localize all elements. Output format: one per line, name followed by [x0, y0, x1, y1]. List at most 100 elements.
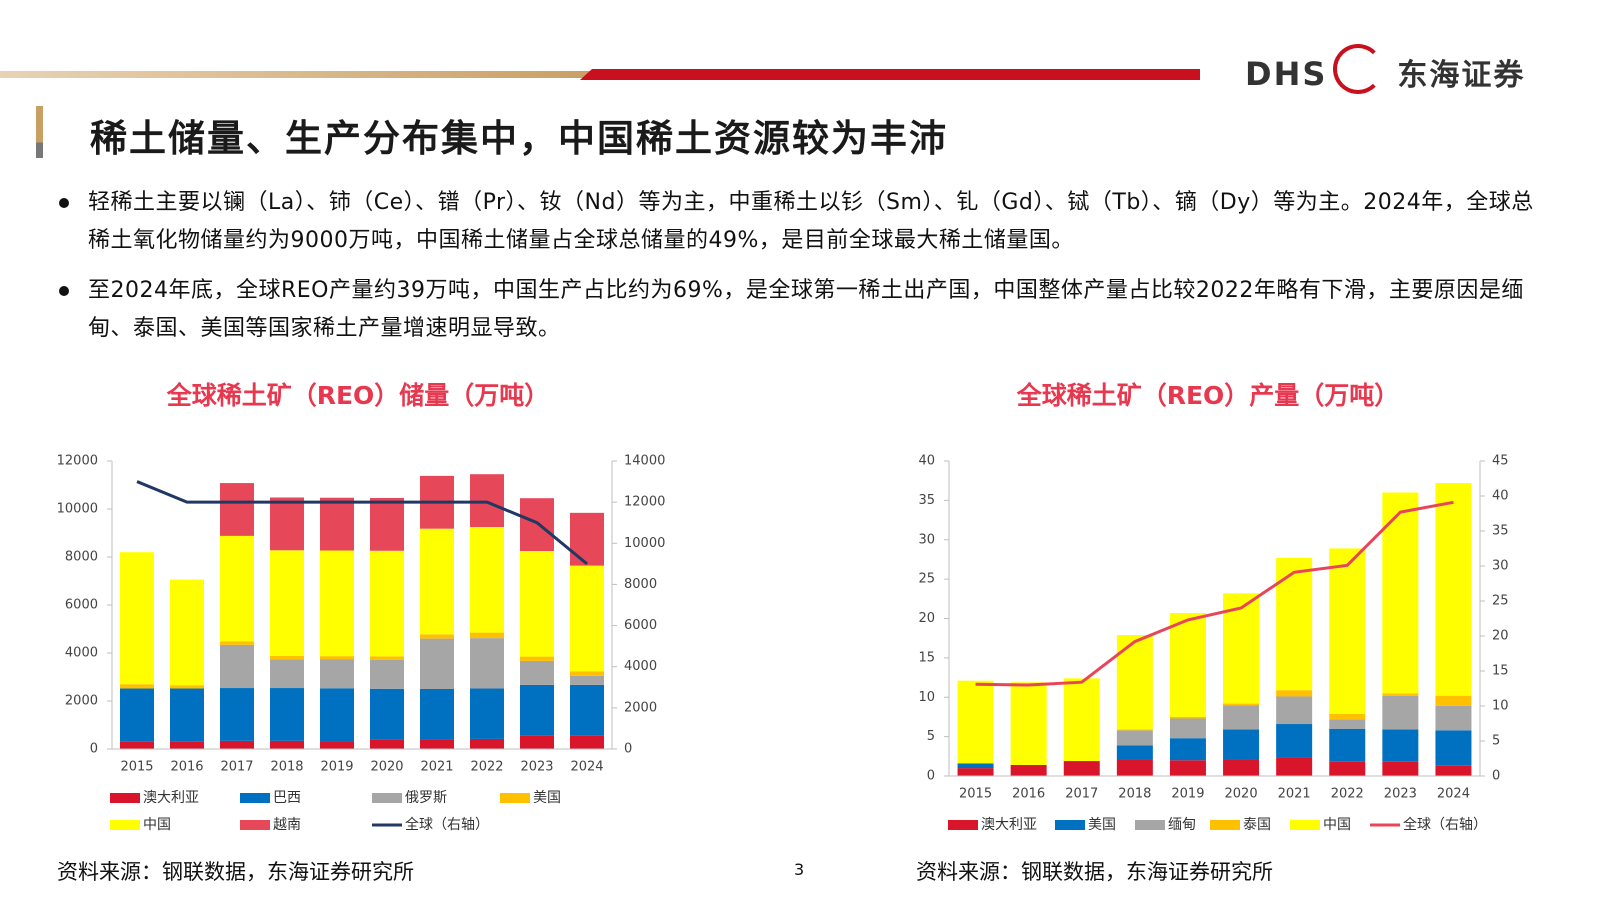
y2-tick-label: 10000 [624, 536, 665, 551]
bullet-list: 轻稀土主要以镧（La）、铈（Ce）、镨（Pr）、钕（Nd）等为主，中重稀土以钐（… [55, 184, 1535, 360]
x-tick-label: 2021 [1278, 787, 1311, 802]
y2-tick-label: 30 [1492, 559, 1509, 574]
y2-tick-label: 12000 [624, 495, 665, 510]
bar-segment [1329, 761, 1366, 776]
bullet: 轻稀土主要以镧（La）、铈（Ce）、镨（Pr）、钕（Nd）等为主，中重稀土以钐（… [55, 184, 1535, 260]
bar-segment [420, 634, 454, 639]
bar-segment [1382, 729, 1419, 762]
bar-segment [420, 638, 454, 689]
y-tick-label: 6000 [65, 598, 98, 613]
bar-segment [1276, 696, 1313, 725]
x-tick-label: 2023 [520, 760, 553, 775]
bar-segment [520, 656, 554, 661]
bar-segment [570, 512, 604, 566]
bar-segment [470, 474, 504, 527]
y2-tick-label: 10 [1492, 699, 1509, 714]
bar-segment [570, 735, 604, 749]
bar-segment [370, 550, 404, 657]
bar-segment [520, 660, 554, 685]
bar-segment [270, 655, 304, 660]
legend-swatch [1290, 820, 1320, 830]
bar-segment [320, 688, 354, 742]
bar-segment [1329, 728, 1366, 762]
x-tick-label: 2018 [270, 760, 303, 775]
y2-tick-label: 2000 [624, 700, 657, 715]
x-tick-label: 2020 [370, 760, 403, 775]
bar-segment [1435, 695, 1472, 706]
y2-tick-label: 35 [1492, 524, 1509, 539]
legend-label: 美国 [1088, 817, 1116, 833]
bar-segment [220, 535, 254, 642]
x-tick-label: 2022 [1331, 787, 1364, 802]
bar-segment [1116, 759, 1153, 776]
bar-segment [1382, 695, 1419, 730]
bar-segment [170, 579, 204, 686]
x-tick-label: 2017 [1065, 787, 1098, 802]
top-bar [0, 71, 600, 78]
y-tick-label: 8000 [65, 550, 98, 565]
company-name: 东海证券 [1397, 58, 1526, 93]
bar-segment [1169, 612, 1206, 717]
bar-segment [320, 741, 354, 749]
x-tick-label: 2019 [1171, 787, 1204, 802]
y-tick-label: 5 [927, 729, 935, 744]
logo-text: DHS [1245, 55, 1328, 93]
bar-segment [1435, 730, 1472, 766]
legend-swatch [1210, 820, 1240, 830]
y2-tick-label: 25 [1492, 594, 1509, 609]
x-tick-label: 2016 [170, 760, 203, 775]
bar-segment [120, 552, 154, 685]
bar-segment [220, 740, 254, 749]
x-tick-label: 2024 [570, 760, 603, 775]
bar-segment [270, 659, 304, 689]
y2-tick-label: 15 [1492, 664, 1509, 679]
x-tick-label: 2018 [1118, 787, 1151, 802]
bar-segment [570, 565, 604, 672]
bar-segment [1169, 716, 1206, 719]
y-tick-label: 2000 [65, 694, 98, 709]
bar-segment [570, 671, 604, 676]
legend-swatch [372, 793, 402, 803]
bar-segment [220, 644, 254, 689]
legend-label: 巴西 [273, 790, 301, 806]
legend-label: 中国 [143, 817, 171, 833]
bar-segment [1435, 483, 1472, 696]
bar-segment [1169, 738, 1206, 761]
line [975, 500, 1454, 687]
y-tick-label: 30 [918, 532, 935, 547]
bar-segment [1435, 705, 1472, 731]
source: 资料来源：钢联数据，东海证券研究所 [57, 860, 414, 884]
legend-swatch [1055, 820, 1085, 830]
bar-segment [1382, 761, 1419, 776]
legend-swatch [110, 820, 140, 830]
chart-title: 全球稀土矿（REO）储量（万吨） [166, 381, 550, 410]
page-number: 3 [794, 860, 805, 879]
bar-segment [370, 659, 404, 689]
y2-tick-label: 0 [624, 742, 632, 757]
legend-label: 澳大利亚 [981, 817, 1037, 833]
bar-segment [270, 550, 304, 656]
bar-segment [220, 483, 254, 536]
x-tick-label: 2015 [959, 787, 992, 802]
bar-segment [470, 688, 504, 739]
legend-label: 俄罗斯 [405, 790, 447, 806]
bar-segment [220, 641, 254, 645]
bar-segment [957, 768, 994, 776]
top-bar [580, 69, 1200, 80]
bar-segment [1116, 730, 1153, 746]
y-tick-label: 4000 [65, 646, 98, 661]
bar-segment [170, 685, 204, 689]
slide-title: 稀土储量、生产分布集中，中国稀土资源较为丰沛 [90, 117, 948, 160]
bar-segment [170, 741, 204, 749]
bullet: 至2024年底，全球REO产量约39万吨，中国生产占比约为69%，是全球第一稀土… [55, 272, 1535, 348]
bar-segment [1063, 761, 1100, 776]
bar-segment [1223, 729, 1260, 760]
y2-tick-label: 45 [1492, 454, 1509, 469]
legend-label: 全球（右轴） [1403, 816, 1487, 833]
line [136, 480, 588, 566]
x-tick-label: 2017 [220, 760, 253, 775]
legend-swatch [1135, 820, 1165, 830]
y2-tick-label: 14000 [624, 454, 665, 469]
logo: DHS 东海证券 [1245, 50, 1525, 94]
